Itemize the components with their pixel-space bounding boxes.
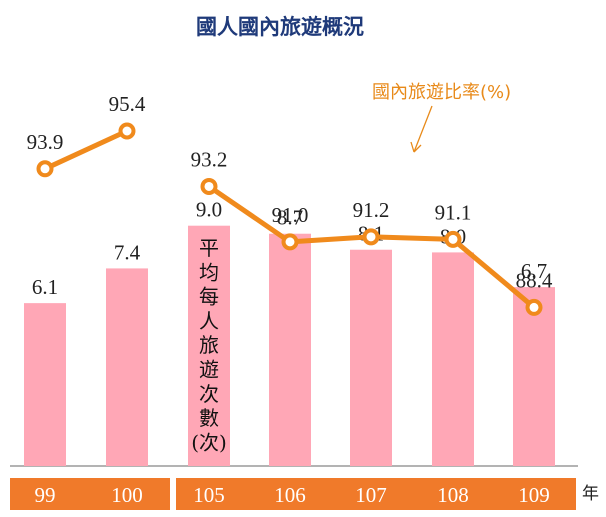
line-point (525, 298, 543, 316)
x-axis-group-box (10, 478, 170, 510)
bar-series (24, 225, 555, 466)
bar (269, 233, 311, 466)
bar-value-label: 7.4 (114, 240, 141, 264)
line-value-label: 93.9 (27, 130, 64, 154)
x-tick-label: 106 (274, 483, 306, 507)
x-tick-label: 99 (35, 483, 56, 507)
x-tick-label: 100 (111, 483, 143, 507)
bar-series-label-char: 遊 (199, 358, 219, 382)
line-value-label: 91.2 (353, 198, 390, 222)
line-series (36, 122, 543, 316)
bar-series-label-char: 每 (199, 285, 219, 309)
legend-pointer-arrowhead (410, 141, 422, 153)
line-point (362, 228, 380, 246)
line-value-label: 91.0 (272, 203, 309, 227)
x-tick-label: 109 (518, 483, 550, 507)
x-tick-label: 105 (193, 483, 225, 507)
bar-series-label-char: 次 (199, 382, 219, 406)
bar-series-label-char: 人 (199, 309, 219, 333)
x-axis-tick-boxes (10, 478, 576, 510)
line-value-label: 91.1 (435, 200, 472, 224)
line-value-label: 88.4 (516, 268, 553, 292)
legend-pointer-line (413, 105, 433, 153)
bar-series-label-char: (次) (191, 430, 227, 454)
bar-series-label-char: 旅 (199, 333, 219, 357)
bar (513, 287, 555, 466)
bar (106, 268, 148, 466)
bar-series-label-char: 均 (199, 260, 219, 284)
line-series-legend: 國內旅遊比率(%) (372, 82, 511, 103)
bar-value-labels: 6.17.49.08.78.18.06.7 (32, 198, 547, 299)
chart-title: 國人國內旅遊概況 (196, 14, 364, 39)
bar (188, 225, 230, 466)
line-value-labels: 93.9 95.4 93.2 91.0 91.2 91.1 88.4 (27, 92, 553, 292)
bar (432, 252, 474, 466)
line-point (444, 230, 462, 248)
bar-series-label-char: 數 (199, 406, 219, 430)
x-axis-group-box (176, 478, 576, 510)
bar (24, 303, 66, 466)
bar-value-label: 6.1 (32, 275, 58, 299)
bar-value-label: 6.7 (521, 259, 547, 283)
line-point (200, 177, 218, 195)
line-value-label: 93.2 (191, 147, 228, 171)
x-axis-tick-labels: 99 100 105 106 107 108 109 (35, 483, 550, 507)
line-value-label: 95.4 (109, 92, 146, 116)
bar (350, 249, 392, 466)
line-point (281, 233, 299, 251)
line-point (118, 122, 136, 140)
bar-value-label: 9.0 (196, 198, 222, 222)
x-axis-unit: 年 (582, 484, 599, 504)
bar-series-label-char: 平 (199, 236, 219, 260)
x-tick-label: 107 (355, 483, 387, 507)
line-point (36, 160, 54, 178)
line-series-path (43, 128, 129, 172)
x-tick-label: 108 (437, 483, 469, 507)
bar-value-label: 8.7 (277, 206, 303, 230)
